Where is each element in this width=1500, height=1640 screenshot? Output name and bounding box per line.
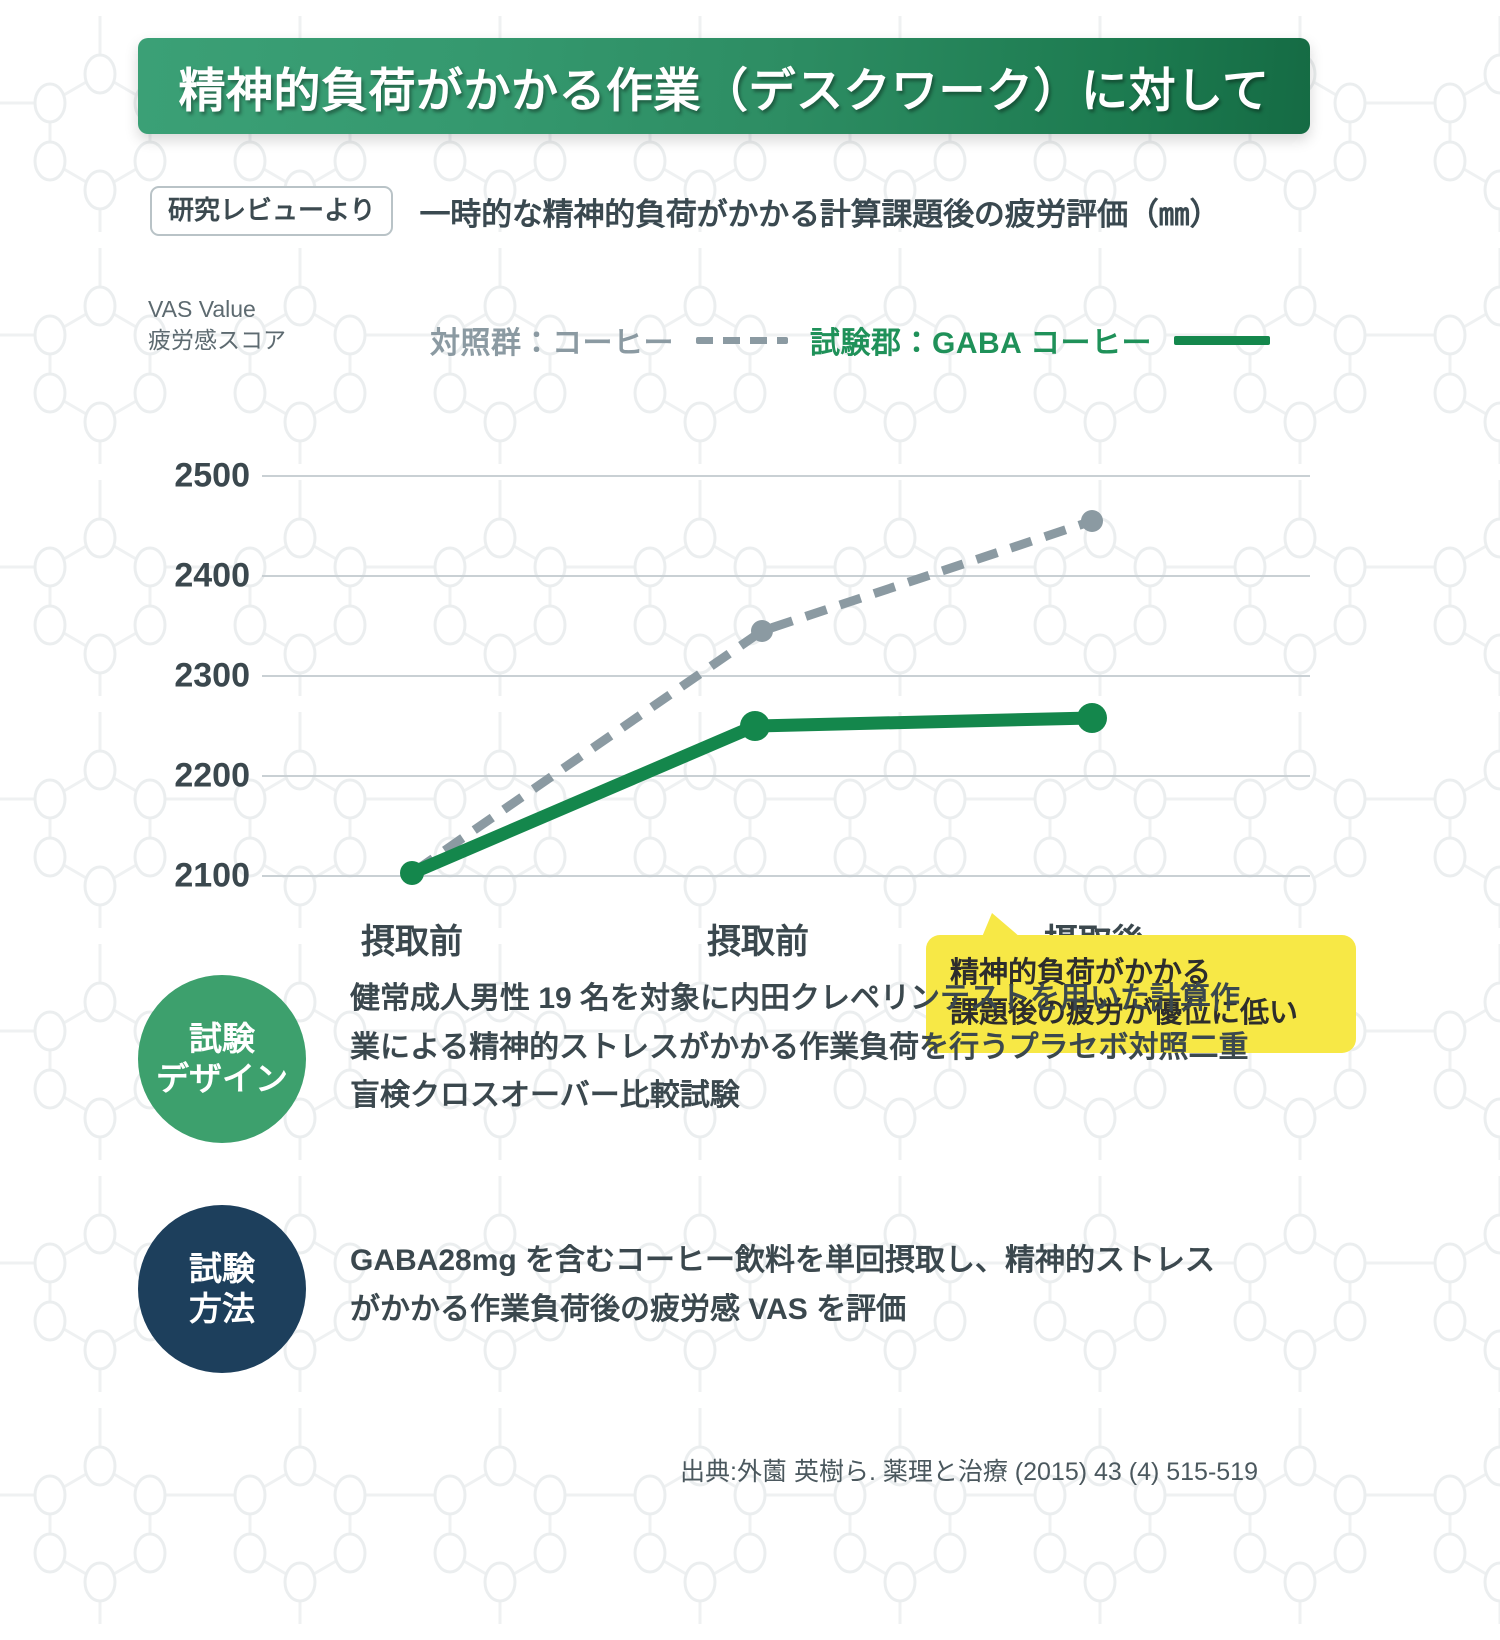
study-design-badge-line2: デザイン	[156, 1060, 288, 1097]
data-point-control-3	[1081, 510, 1103, 532]
x-tick-label-1: 摂取前	[361, 923, 463, 961]
chart-legend: 対照群：コーヒー 試験郡：GABA コーヒー	[430, 318, 1271, 362]
header-banner: 精神的負荷がかかる作業（デスクワーク）に対して	[138, 38, 1310, 134]
study-method-text: GABA28mg を含むコーヒー飲料を単回摂取し、精神的ストレス がかかる作業負…	[350, 1205, 1215, 1334]
series-test-gaba-coffee	[400, 703, 1107, 885]
study-design-text-line1: 健常成人男性 19 名を対象に内田クレペリンテストを用いた計算作	[350, 982, 1241, 1015]
source-citation: 出典:外薗 英樹ら. 薬理と治療 (2015) 43 (4) 515-519	[680, 1458, 1258, 1486]
legend-swatch-test-solid	[1174, 335, 1271, 345]
study-design-badge: 試験 デザイン	[138, 975, 306, 1143]
data-point-test-2	[740, 711, 770, 741]
study-design-text-line3: 盲検クロスオーバー比較試験	[350, 1079, 740, 1113]
study-method-text-line1: GABA28mg を含むコーヒー飲料を単回摂取し、精神的ストレス	[350, 1244, 1216, 1277]
study-method-text-line2: がかかる作業負荷後の疲労感 VAS を評価	[350, 1292, 907, 1326]
subtitle-row: 研究レビューより 一時的な精神的負荷がかかる計算課題後の疲労評価（㎜）	[150, 186, 1220, 236]
study-method-badge-line1: 試験	[189, 1249, 255, 1287]
data-point-test-3	[1077, 703, 1107, 733]
fatigue-vas-line-chart: VAS Value 疲労感スコア 対照群：コーヒー 試験郡：GABA コーヒー …	[0, 280, 1500, 1054]
chart-gridlines	[262, 475, 1310, 877]
research-review-badge: 研究レビューより	[150, 186, 394, 236]
x-tick-label-2: 摂取前	[707, 923, 809, 961]
legend-swatch-control-dashed	[696, 336, 788, 344]
chart-plot-area: 2500 2400 2300 2200 2100	[0, 368, 1500, 961]
study-method-badge-line2: 方法	[189, 1290, 255, 1327]
header-banner-background: 精神的負荷がかかる作業（デスクワーク）に対して	[138, 38, 1310, 134]
study-method-badge: 試験 方法	[138, 1205, 306, 1373]
study-design-text-line2: 業による精神的ストレスがかかる作業負荷を行うプラセボ対照二重	[350, 1030, 1249, 1064]
data-point-control-2	[751, 620, 773, 642]
data-point-test-1	[400, 861, 424, 885]
y-axis-title-line2: 疲労感スコア	[148, 326, 286, 353]
y-axis-title: VAS Value 疲労感スコア	[148, 294, 286, 356]
legend-label-test: 試験郡：GABA コーヒー	[810, 327, 1153, 360]
page-title: 精神的負荷がかかる作業（デスクワーク）に対して	[178, 63, 1270, 117]
study-design-badge-line1: 試験	[189, 1019, 255, 1057]
study-design-text: 健常成人男性 19 名を対象に内田クレペリンテストを用いた計算作 業による精神的…	[350, 975, 1249, 1121]
study-design-section: 試験 デザイン 健常成人男性 19 名を対象に内田クレペリンテストを用いた計算作…	[138, 975, 1249, 1143]
y-axis-title-line1: VAS Value	[148, 296, 256, 322]
legend-label-control: 対照群：コーヒー	[430, 327, 674, 360]
chart-svg	[262, 475, 1310, 885]
study-method-section: 試験 方法 GABA28mg を含むコーヒー飲料を単回摂取し、精神的ストレス が…	[138, 1205, 1215, 1373]
subtitle-text: 一時的な精神的負荷がかかる計算課題後の疲労評価（㎜）	[419, 196, 1221, 232]
